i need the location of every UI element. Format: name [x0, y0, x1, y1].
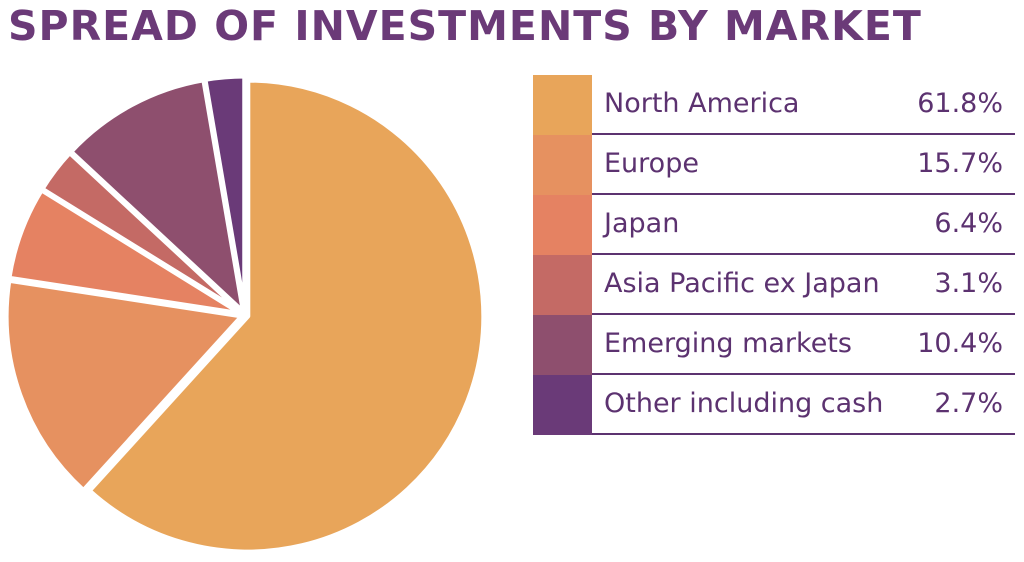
pie-slice	[68, 77, 247, 315]
legend-label: North America	[604, 88, 800, 119]
legend-swatch	[533, 135, 592, 195]
legend-swatch	[533, 195, 592, 255]
legend-value: 61.8%	[917, 88, 1003, 119]
legend-row: Other including cash 2.7%	[533, 375, 1015, 435]
legend-cell: North America 61.8%	[592, 75, 1015, 135]
legend-cell: Other including cash 2.7%	[592, 375, 1015, 435]
legend-row: Emerging markets 10.4%	[533, 315, 1015, 375]
legend-cell: Emerging markets 10.4%	[592, 315, 1015, 375]
legend-swatch	[533, 375, 592, 435]
pie-chart	[3, 73, 487, 555]
legend-row: North America 61.8%	[533, 75, 1015, 135]
legend-row: Japan 6.4%	[533, 195, 1015, 255]
legend-row: Europe 15.7%	[533, 135, 1015, 195]
legend-cell: Asia Pacific ex Japan 3.1%	[592, 255, 1015, 315]
legend-cell: Europe 15.7%	[592, 135, 1015, 195]
legend-label: Asia Pacific ex Japan	[604, 268, 880, 299]
pie-slice	[3, 277, 245, 494]
legend-cell: Japan 6.4%	[592, 195, 1015, 255]
legend-row: Asia Pacific ex Japan 3.1%	[533, 255, 1015, 315]
legend-value: 6.4%	[934, 208, 1003, 239]
legend: North America 61.8% Europe 15.7% Japan 6.4% As…	[533, 75, 1015, 435]
pie-slice	[86, 77, 487, 555]
legend-value: 15.7%	[917, 148, 1003, 179]
legend-swatch	[533, 75, 592, 135]
legend-swatch	[533, 255, 592, 315]
legend-value: 3.1%	[934, 268, 1003, 299]
legend-value: 10.4%	[917, 328, 1003, 359]
legend-value: 2.7%	[934, 388, 1003, 419]
chart-title: SPREAD OF INVESTMENTS BY MARKET	[8, 2, 922, 50]
legend-label: Japan	[604, 208, 680, 239]
legend-label: Emerging markets	[604, 328, 852, 359]
legend-swatch	[533, 315, 592, 375]
legend-label: Europe	[604, 148, 699, 179]
legend-label: Other including cash	[604, 388, 884, 419]
pie-slice	[202, 73, 248, 315]
